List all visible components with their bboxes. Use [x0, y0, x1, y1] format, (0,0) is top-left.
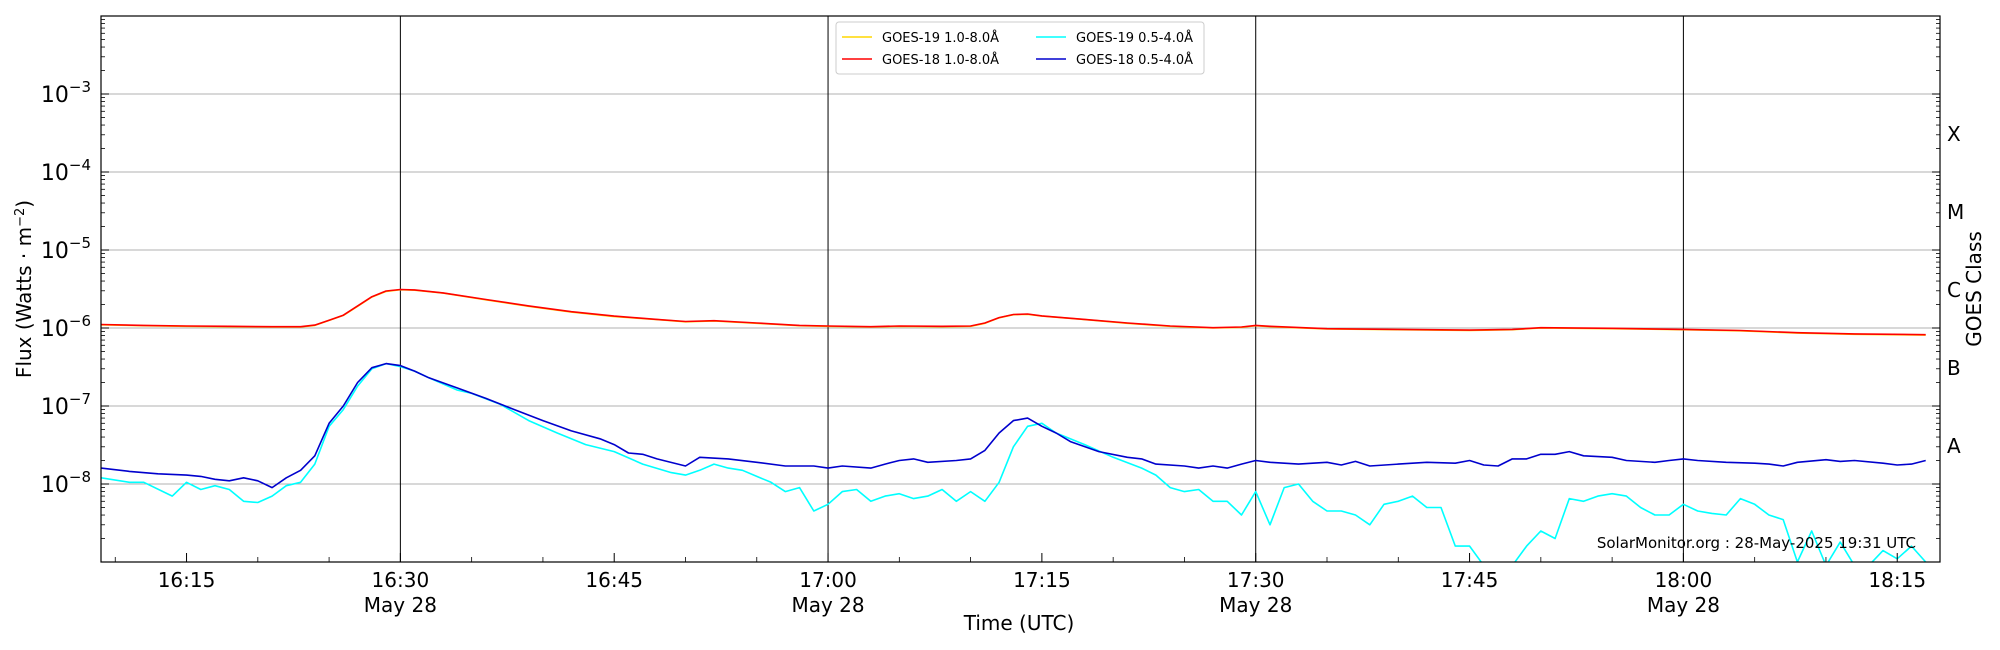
- y-tick-label: 10−5: [41, 234, 91, 264]
- x-tick-date-label: May 28: [1647, 593, 1720, 617]
- y-tick-label: 10−4: [41, 156, 91, 186]
- legend-label: GOES-19 0.5-4.0Å: [1076, 30, 1193, 46]
- goes-class-axis-label: GOES Class: [1962, 231, 1986, 347]
- y-axis-ticks: 10−8 10−7 10−6 10−5 10−4 10−3: [41, 15, 1940, 563]
- legend-label: GOES-18 0.5-4.0Å: [1076, 52, 1193, 68]
- source-annotation: SolarMonitor.org : 28-May-2025 19:31 UTC: [1597, 534, 1916, 552]
- x-tick-label: 17:15: [1013, 568, 1071, 592]
- x-tick-date-label: May 28: [791, 593, 864, 617]
- x-axis-label: Time (UTC): [963, 611, 1075, 635]
- goes-class-x: X: [1947, 122, 1961, 146]
- x-tick-label: 17:45: [1441, 568, 1499, 592]
- series-line-3: [101, 362, 1926, 489]
- legend-label: GOES-19 1.0-8.0Å: [882, 30, 999, 46]
- y-tick-label: 10−3: [41, 78, 91, 108]
- goes-class-labels: A B C M X: [1947, 122, 1964, 458]
- goes-class-a: A: [1947, 434, 1961, 458]
- goes-class-m: M: [1947, 200, 1964, 224]
- y-axis-label: Flux (Watts · m−2): [12, 200, 36, 378]
- x-tick-label: 16:15: [158, 568, 216, 592]
- plot-frame: [100, 15, 1941, 563]
- y-tick-label: 10−7: [41, 390, 91, 420]
- legend-box: [835, 21, 1205, 75]
- y-tick-label: 10−6: [41, 312, 91, 342]
- series-lines: [101, 288, 1927, 562]
- goes-class-b: B: [1947, 356, 1961, 380]
- x-tick-date-label: May 28: [1219, 593, 1292, 617]
- legend-label: GOES-18 1.0-8.0Å: [882, 52, 999, 68]
- x-tick-label: 18:15: [1868, 568, 1926, 592]
- grid-lines: [101, 93, 1940, 485]
- x-tick-date-label: May 28: [364, 593, 437, 617]
- x-tick-label: 18:00: [1655, 568, 1713, 592]
- x-tick-label: 16:45: [585, 568, 643, 592]
- plot-area: [101, 288, 1927, 562]
- x-tick-label: 17:30: [1227, 568, 1285, 592]
- legend: GOES-19 1.0-8.0Å GOES-18 1.0-8.0Å GOES-19 …: [835, 21, 1205, 75]
- goes-class-c: C: [1947, 278, 1961, 302]
- series-line-1: [101, 288, 1926, 336]
- x-tick-label: 17:00: [799, 568, 857, 592]
- y-tick-label: 10−8: [41, 468, 91, 498]
- x-tick-label: 16:30: [372, 568, 430, 592]
